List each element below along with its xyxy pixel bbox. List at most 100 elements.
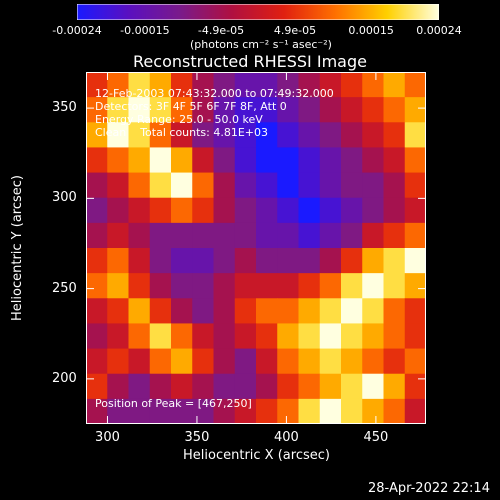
heatmap-cell bbox=[86, 348, 108, 375]
heatmap-cell bbox=[107, 348, 129, 375]
heatmap-cell bbox=[192, 348, 214, 375]
heatmap-cell bbox=[86, 72, 108, 98]
heatmap-cell bbox=[86, 147, 108, 174]
x-axis-label: Heliocentric X (arcsec) bbox=[183, 448, 330, 463]
heatmap-cell bbox=[86, 197, 108, 224]
heatmap-cell bbox=[171, 197, 193, 224]
heatmap-cell bbox=[192, 222, 214, 249]
colorbar-tick-label: -4.9e-05 bbox=[197, 24, 245, 37]
heatmap-cell bbox=[128, 72, 151, 98]
heatmap-cell bbox=[319, 122, 342, 148]
timestamp: 28-Apr-2022 22:14 bbox=[368, 481, 490, 496]
heatmap-cell bbox=[362, 298, 384, 324]
heatmap-cell bbox=[298, 348, 321, 375]
heatmap-cell bbox=[234, 323, 257, 350]
heatmap-cell bbox=[277, 298, 299, 324]
heatmap-cell bbox=[86, 97, 108, 123]
heatmap-plot bbox=[86, 72, 426, 424]
heatmap-cell bbox=[86, 248, 108, 274]
y-tick-label: 350 bbox=[52, 100, 77, 116]
heatmap-cell bbox=[277, 323, 299, 350]
heatmap-cell bbox=[298, 398, 321, 424]
heatmap-cell bbox=[277, 122, 299, 148]
heatmap-cell bbox=[234, 72, 257, 98]
heatmap-cell bbox=[149, 122, 172, 148]
heatmap-cell bbox=[171, 248, 193, 274]
heatmap-cell bbox=[362, 197, 384, 224]
heatmap-cell bbox=[319, 273, 342, 299]
heatmap-cell bbox=[234, 147, 257, 174]
heatmap-cell bbox=[383, 298, 406, 324]
heatmap-cell bbox=[298, 72, 321, 98]
heatmap-cell bbox=[149, 398, 172, 424]
heatmap-cell bbox=[383, 72, 406, 98]
heatmap-cell bbox=[341, 373, 363, 400]
heatmap-cell bbox=[362, 323, 384, 350]
plot-frame bbox=[86, 72, 426, 424]
heatmap-cell bbox=[277, 273, 299, 299]
heatmap-cell bbox=[404, 298, 426, 324]
heatmap-cell bbox=[319, 298, 342, 324]
heatmap-cell bbox=[128, 323, 151, 350]
x-tick-label: 450 bbox=[363, 430, 389, 445]
heatmap-cell bbox=[404, 348, 426, 375]
heatmap-cell bbox=[192, 97, 214, 123]
heatmap-cell bbox=[128, 398, 151, 424]
heatmap-cell bbox=[256, 248, 278, 274]
heatmap-cell bbox=[86, 172, 108, 199]
heatmap-cell bbox=[362, 147, 384, 174]
heatmap-cell bbox=[149, 197, 172, 224]
heatmap-cell bbox=[341, 273, 363, 299]
heatmap-cell bbox=[171, 273, 193, 299]
heatmap-cell bbox=[192, 122, 214, 148]
heatmap-cell bbox=[107, 248, 129, 274]
heatmap-cell bbox=[383, 273, 406, 299]
heatmap-cell bbox=[234, 122, 257, 148]
heatmap-cell bbox=[319, 373, 342, 400]
heatmap-cell bbox=[319, 172, 342, 199]
heatmap-cell bbox=[298, 197, 321, 224]
heatmap-cell bbox=[404, 197, 426, 224]
heatmap-cell bbox=[341, 222, 363, 249]
heatmap-cell bbox=[362, 248, 384, 274]
heatmap-cell bbox=[341, 72, 363, 98]
heatmap-cell bbox=[277, 97, 299, 123]
heatmap-cell bbox=[256, 172, 278, 199]
colorbar bbox=[77, 4, 439, 20]
heatmap-cell bbox=[404, 172, 426, 199]
heatmap-cell bbox=[149, 273, 172, 299]
heatmap-cell bbox=[128, 298, 151, 324]
heatmap-cell bbox=[256, 298, 278, 324]
heatmap-cell bbox=[107, 97, 129, 123]
heatmap-cell bbox=[277, 373, 299, 400]
heatmap-cell bbox=[404, 72, 426, 98]
y-tick-label: 250 bbox=[52, 280, 77, 296]
colorbar-tick-label: -0.00015 bbox=[120, 24, 170, 37]
heatmap-cell bbox=[404, 97, 426, 123]
heatmap-cell bbox=[298, 373, 321, 400]
heatmap-cell bbox=[383, 197, 406, 224]
heatmap-cell bbox=[341, 122, 363, 148]
heatmap-cell bbox=[383, 172, 406, 199]
heatmap-cell bbox=[149, 97, 172, 123]
heatmap-cell bbox=[362, 373, 384, 400]
heatmap-cell bbox=[128, 348, 151, 375]
energy-range-text: Energy Range: 25.0 - 50.0 keV bbox=[95, 113, 263, 126]
heatmap-cell bbox=[149, 147, 172, 174]
heatmap-cell bbox=[192, 147, 214, 174]
heatmap-cell bbox=[234, 273, 257, 299]
heatmap-cell bbox=[171, 373, 193, 400]
heatmap-cell bbox=[298, 248, 321, 274]
chart-title: Reconstructed RHESSI Image bbox=[133, 52, 367, 71]
heatmap-cell bbox=[192, 72, 214, 98]
heatmap-cell bbox=[362, 222, 384, 249]
heatmap-cell bbox=[404, 398, 426, 424]
heatmap-cell bbox=[107, 147, 129, 174]
heatmap-cell bbox=[213, 97, 236, 123]
heatmap-cell bbox=[107, 323, 129, 350]
heatmap-cell bbox=[171, 147, 193, 174]
heatmap-cell bbox=[86, 273, 108, 299]
heatmap-cell bbox=[319, 197, 342, 224]
heatmap-cell bbox=[341, 147, 363, 174]
heatmap-cell bbox=[107, 72, 129, 98]
